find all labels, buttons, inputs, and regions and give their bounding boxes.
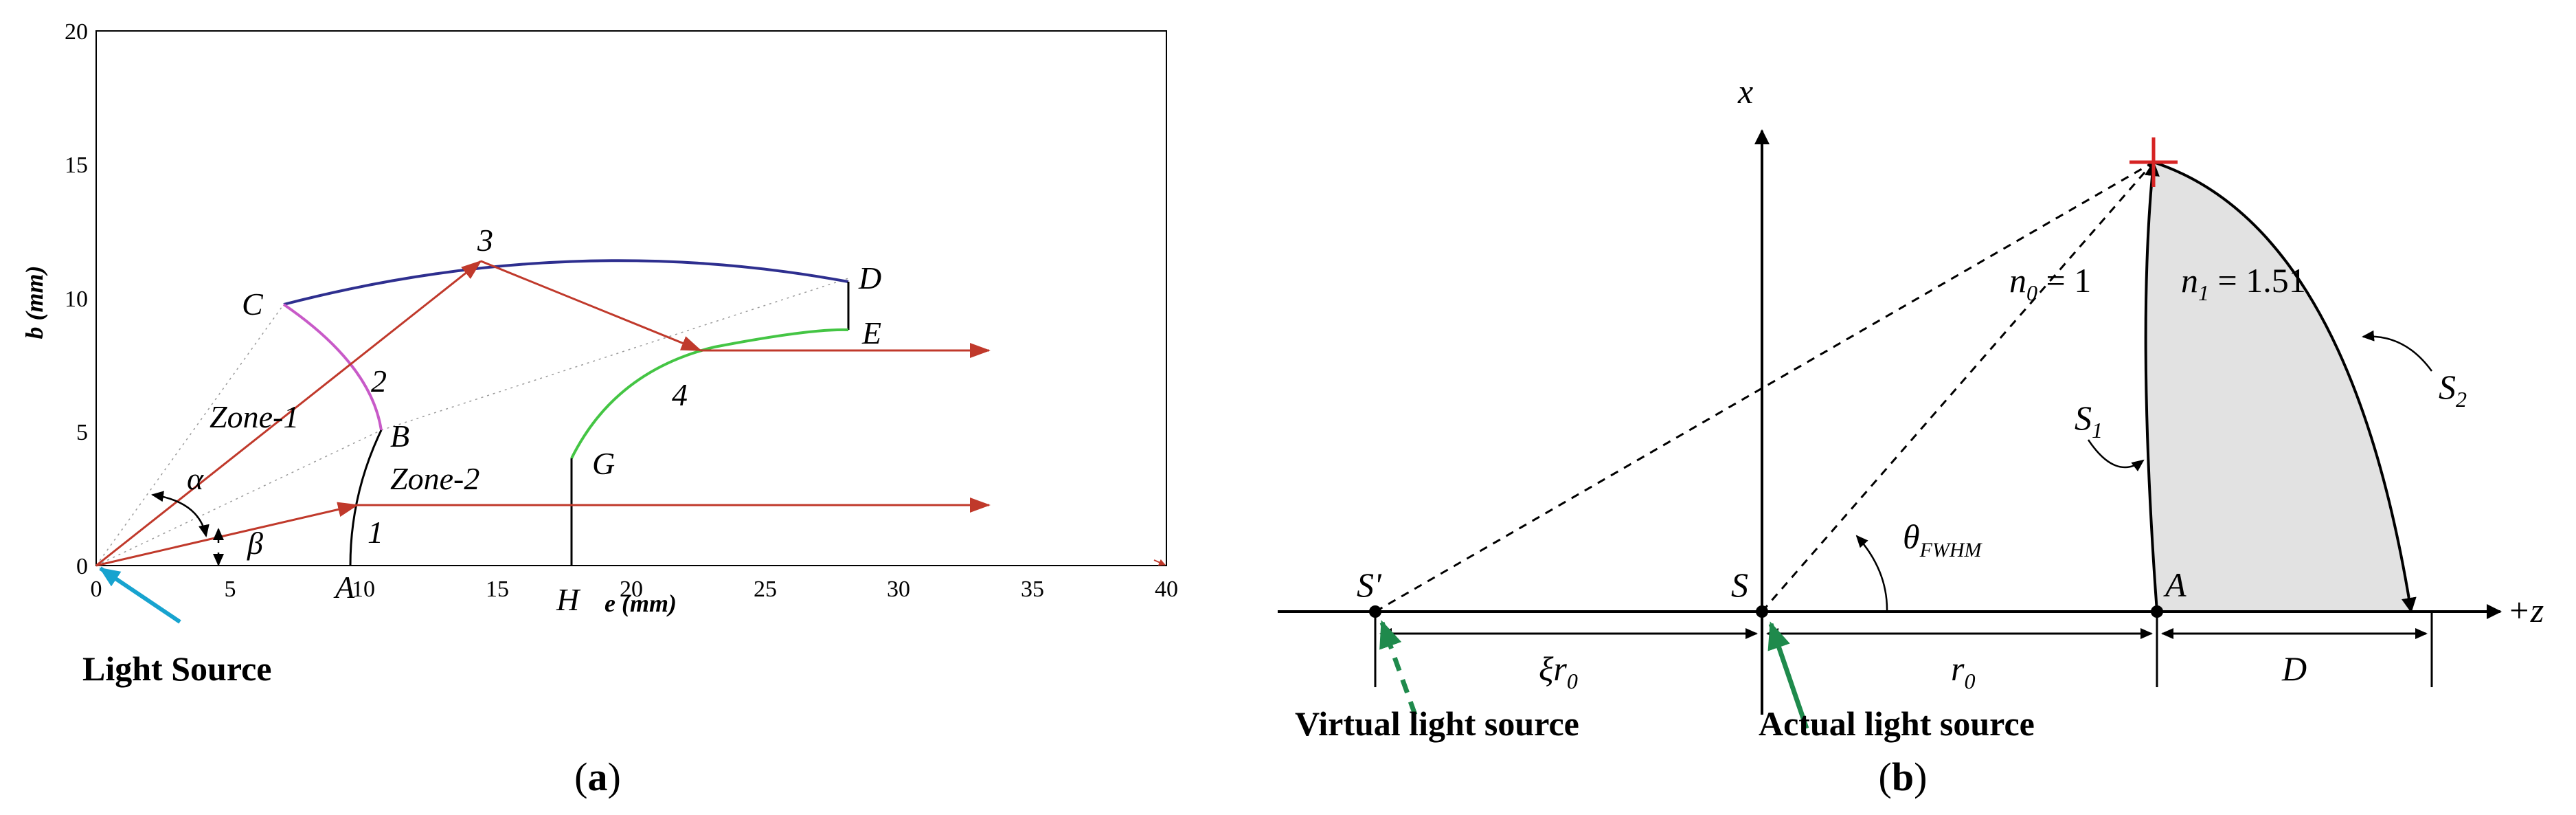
label-e: E — [861, 315, 881, 350]
ray-number-4: 4 — [672, 377, 688, 412]
ray-source-to-1 — [95, 502, 359, 567]
label-d: D — [858, 260, 881, 295]
ray-number-2: 2 — [371, 364, 387, 399]
focus-marker — [2129, 137, 2178, 187]
x-tick: 20 — [620, 577, 643, 602]
label-d: D — [2281, 649, 2307, 688]
y-tick: 0 — [76, 554, 88, 579]
surface-s2 — [2153, 161, 2417, 613]
y-ticks: 0 5 10 15 20 — [65, 19, 88, 579]
tiny-corner-arrow — [1153, 559, 1166, 566]
light-source-label: Light Source — [82, 649, 272, 688]
label-theta: θFWHM — [1903, 517, 1983, 561]
label-h: H — [556, 582, 581, 617]
x-tick: 35 — [1021, 577, 1044, 602]
label-c: C — [242, 287, 264, 322]
angle-beta: β — [247, 526, 263, 561]
actual-source-arrow — [1767, 621, 1809, 730]
caption-a: (a) — [574, 755, 621, 799]
x-tick: 0 — [91, 577, 102, 602]
dashed-lines — [1375, 161, 2155, 613]
x-axis-label-b: x — [1737, 72, 1753, 111]
x-ticks: 0 5 10 15 20 25 30 35 40 — [91, 577, 1179, 602]
guide-lines — [95, 278, 849, 566]
label-s: S — [1731, 566, 1748, 604]
y-tick: 10 — [65, 287, 88, 312]
z-axis-label: +z — [2507, 591, 2544, 629]
lens-body — [2145, 162, 2411, 612]
point-s — [1756, 605, 1768, 618]
s2-pointer — [2362, 330, 2433, 372]
label-a-b: A — [2163, 566, 2187, 604]
label-n1: n1 = 1.51 — [2181, 261, 2306, 305]
caption-b: (b) — [1879, 755, 1928, 799]
theta-arc — [1855, 535, 1888, 612]
x-tick: 15 — [486, 577, 509, 602]
y-tick: 5 — [76, 420, 88, 445]
virtual-source-arrow — [1379, 620, 1418, 716]
y-tick: 15 — [65, 153, 88, 178]
label-s1: S1 — [2075, 399, 2103, 443]
s1-pointer — [2087, 439, 2145, 471]
label-g: G — [592, 446, 615, 481]
surface-cb — [282, 303, 383, 431]
y-tick: 20 — [65, 19, 88, 45]
x-tick: 40 — [1155, 577, 1178, 602]
ray-number-1: 1 — [368, 515, 383, 550]
y-axis-label: b (mm) — [21, 266, 48, 339]
alpha-arc — [151, 491, 210, 537]
x-tick: 5 — [225, 577, 236, 602]
x-axis-label: e (mm) — [605, 590, 677, 617]
dimension-ticks — [1374, 612, 2433, 687]
ray-3-to-4 — [480, 260, 702, 352]
ray-number-3: 3 — [477, 223, 493, 258]
light-source-arrow — [99, 566, 181, 624]
label-a: A — [333, 570, 355, 605]
panel-b: x +z S' S A θFWHM n0 = 1 n1 = 1.51 S1 S2… — [1278, 72, 2544, 799]
label-r0: r0 — [1951, 649, 1975, 693]
surface-s1 — [2144, 161, 2160, 612]
label-xi-r0: ξr0 — [1539, 649, 1578, 693]
panel-a: 0 5 10 15 20 25 30 35 40 0 5 10 15 20 e … — [21, 19, 1178, 799]
label-s-prime: S' — [1357, 566, 1382, 604]
label-n0: n0 = 1 — [2009, 261, 2091, 305]
x-tick: 30 — [887, 577, 910, 602]
plot-frame — [95, 30, 1167, 566]
angle-alpha: α — [187, 461, 204, 496]
x-tick: 10 — [352, 577, 375, 602]
surface-ge — [570, 328, 849, 459]
label-s2: S2 — [2439, 368, 2467, 412]
virtual-source-label: Virtual light source — [1295, 704, 1579, 743]
surface-ba — [349, 429, 383, 566]
x-tick: 25 — [754, 577, 777, 602]
actual-source-label: Actual light source — [1759, 704, 2035, 743]
zone-2-label: Zone-2 — [390, 461, 479, 496]
surface-cd — [283, 259, 849, 306]
zone-1-label: Zone-1 — [210, 399, 299, 434]
label-b: B — [390, 418, 409, 454]
